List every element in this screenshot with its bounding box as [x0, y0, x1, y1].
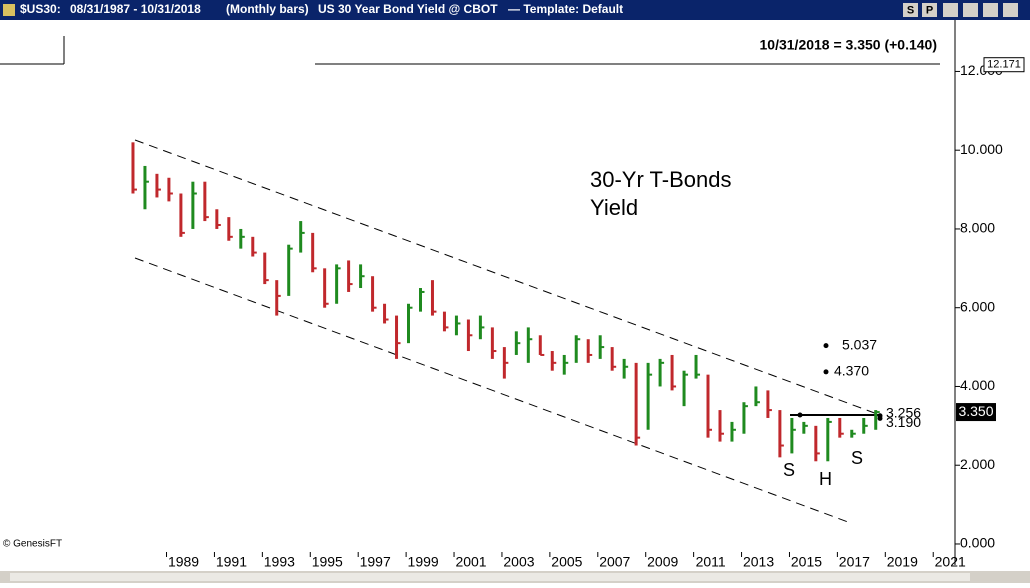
- x-tick-label: 2015: [791, 554, 822, 570]
- last-value-label: 3.350: [958, 403, 993, 419]
- title-bar: [0, 0, 1030, 20]
- pattern-label: S: [851, 448, 863, 468]
- toolbar-button[interactable]: [922, 3, 937, 17]
- neckline-point: [797, 412, 803, 418]
- y-tick-label: 6.000: [960, 298, 995, 314]
- last-quote: 10/31/2018 = 3.350 (+0.140): [760, 37, 937, 53]
- scrollbar-thumb[interactable]: [10, 573, 970, 581]
- x-tick-label: 1991: [216, 554, 247, 570]
- x-tick-label: 2003: [503, 554, 534, 570]
- x-tick-label: 2001: [455, 554, 486, 570]
- pattern-label: H: [819, 469, 832, 489]
- button-maximize[interactable]: [983, 3, 998, 17]
- last-value-box: [956, 403, 996, 422]
- toolbar-button-label: S: [907, 4, 914, 16]
- y-tick-label: 10.000: [960, 141, 1003, 157]
- channel-lower: [134, 257, 849, 523]
- button-close[interactable]: [1003, 3, 1018, 17]
- x-tick-label: 2013: [743, 554, 774, 570]
- level-label: 5.037: [842, 336, 877, 352]
- x-tick-label: 1997: [360, 554, 391, 570]
- date-range: 08/31/1987 - 10/31/2018: [70, 2, 201, 16]
- x-tick-label: 2009: [647, 554, 678, 570]
- x-tick-label: 1989: [168, 554, 199, 570]
- level-label: 3.190: [886, 414, 921, 430]
- x-tick-label: 2011: [696, 554, 726, 570]
- y-tick-label: 0.000: [960, 535, 995, 551]
- level-marker: [877, 415, 883, 421]
- x-tick-label: 1993: [264, 554, 295, 570]
- level-label: 4.370: [834, 363, 869, 379]
- app-icon: [3, 4, 15, 16]
- x-tick-label: 2017: [839, 554, 870, 570]
- range-high-label: 12.171: [987, 59, 1021, 71]
- level-marker: [823, 369, 829, 375]
- symbol: $US30:: [20, 2, 61, 16]
- y-tick-label: 2.000: [960, 456, 995, 472]
- y-tick-label: 8.000: [960, 220, 995, 236]
- y-tick-label: 4.000: [960, 377, 995, 393]
- channel-upper: [134, 139, 881, 416]
- pattern-label: S: [783, 460, 795, 480]
- x-tick-label: 2019: [887, 554, 918, 570]
- x-tick-label: 2005: [551, 554, 582, 570]
- annotation: 30-Yr T-Bonds: [590, 167, 731, 192]
- chart-title: US 30 Year Bond Yield @ CBOT: [318, 2, 498, 16]
- level-marker: [823, 343, 829, 349]
- x-tick-label: 1999: [408, 554, 439, 570]
- credit: © GenesisFT: [3, 539, 62, 550]
- level-label: 3.256: [886, 404, 921, 420]
- range-high-box: [983, 57, 1025, 73]
- toolbar-button-label: P: [926, 4, 933, 16]
- x-tick-label: 2021: [935, 554, 966, 570]
- toolbar-button[interactable]: [903, 3, 918, 17]
- button-restore[interactable]: [943, 3, 958, 17]
- annotation: Yield: [590, 195, 638, 220]
- x-tick-label: 2007: [599, 554, 630, 570]
- button-minimize[interactable]: [963, 3, 978, 17]
- x-tick-label: 1995: [312, 554, 343, 570]
- interval: (Monthly bars): [226, 2, 309, 16]
- template: — Template: Default: [508, 2, 623, 16]
